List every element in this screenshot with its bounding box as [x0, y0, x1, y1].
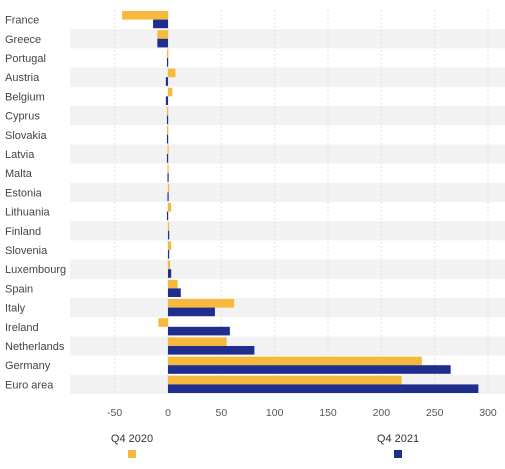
- bar-latvia-q4-2020: [167, 145, 169, 154]
- bar-spain-q4-2020: [168, 279, 178, 289]
- bar-lithuania-q4-2021: [166, 211, 169, 221]
- x-tick-label-200: 200: [373, 407, 391, 419]
- bar-estonia-q4-2020: [168, 183, 170, 193]
- bar-latvia-q4-2021: [166, 154, 169, 163]
- bar-cyprus-q4-2021: [166, 115, 169, 125]
- category-labels: France Greece Portugal Austria Belgium Cyprus…: [5, 15, 66, 392]
- bar-slovakia-q4-2021: [166, 134, 169, 144]
- category-label-germany: Germany: [5, 360, 51, 372]
- bar-slovenia-q4-2020: [168, 241, 172, 250]
- bar-germany-q4-2021: [168, 365, 451, 374]
- row-bands: [70, 29, 505, 394]
- bar-slovakia-q4-2020: [166, 126, 169, 135]
- bar-greece-q4-2021: [157, 38, 168, 48]
- row-band: [70, 336, 505, 356]
- category-label-netherlands: Netherlands: [5, 341, 65, 353]
- legend-label-q4-2021: Q4 2021: [377, 433, 419, 445]
- category-label-austria: Austria: [5, 72, 40, 84]
- row-band: [70, 259, 505, 279]
- x-tick-label-50: -50: [107, 407, 122, 419]
- category-label-finland: Finland: [5, 226, 41, 238]
- bar-austria-q4-2021: [165, 77, 168, 86]
- bar-malta-q4-2021: [167, 173, 169, 182]
- category-label-greece: Greece: [5, 34, 41, 46]
- row-band: [70, 182, 505, 202]
- row-band: [70, 221, 505, 241]
- row-band: [70, 67, 505, 87]
- bar-lithuania-q4-2020: [168, 203, 172, 212]
- bar-luxembourg-q4-2020: [168, 260, 171, 270]
- bar-luxembourg-q4-2021: [168, 269, 172, 278]
- category-label-belgium: Belgium: [5, 91, 45, 103]
- x-tick-label-300: 300: [479, 407, 497, 419]
- bars: [122, 11, 479, 393]
- row-band: [70, 144, 505, 164]
- x-axis-tick-labels: -50 0 50 100 150 200 250 300: [107, 407, 497, 419]
- category-label-spain: Spain: [5, 283, 33, 295]
- x-tick-label-250: 250: [426, 407, 444, 419]
- bar-euro-area-q4-2021: [168, 384, 479, 393]
- bar-belgium-q4-2021: [165, 96, 168, 105]
- bar-austria-q4-2020: [168, 68, 176, 78]
- category-label-malta: Malta: [5, 168, 33, 180]
- bar-portugal-q4-2020: [166, 49, 169, 58]
- category-label-ireland: Ireland: [5, 322, 39, 334]
- x-tick-label-150: 150: [319, 407, 337, 419]
- legend-swatch-q4-2020: [128, 450, 136, 458]
- bar-estonia-q4-2021: [167, 192, 169, 201]
- category-label-slovenia: Slovenia: [5, 245, 48, 257]
- legend-swatch-q4-2021: [394, 450, 402, 458]
- bar-france-q4-2021: [153, 19, 168, 29]
- legend-label-q4-2020: Q4 2020: [111, 433, 153, 445]
- category-label-italy: Italy: [5, 303, 26, 315]
- bar-portugal-q4-2021: [166, 58, 169, 67]
- bar-belgium-q4-2020: [168, 87, 173, 97]
- bar-greece-q4-2020: [157, 30, 168, 39]
- legend: Q4 2020 Q4 2021: [111, 433, 419, 458]
- category-label-lithuania: Lithuania: [5, 207, 51, 219]
- bar-germany-q4-2020: [168, 356, 422, 366]
- bar-france-q4-2020: [122, 11, 168, 20]
- bar-finland-q4-2021: [168, 230, 170, 240]
- category-label-luxembourg: Luxembourg: [5, 264, 66, 276]
- bar-spain-q4-2021: [168, 288, 181, 297]
- bar-ireland-q4-2020: [158, 318, 168, 327]
- category-label-estonia: Estonia: [5, 187, 43, 199]
- bar-cyprus-q4-2020: [166, 107, 169, 116]
- bar-euro-area-q4-2020: [168, 375, 402, 385]
- category-label-euro-area: Euro area: [5, 379, 54, 391]
- bar-finland-q4-2020: [168, 222, 170, 231]
- bar-ireland-q4-2021: [168, 326, 230, 336]
- bar-italy-q4-2021: [168, 307, 215, 317]
- category-label-portugal: Portugal: [5, 53, 46, 65]
- x-tick-label-0: 0: [165, 407, 171, 419]
- category-label-cyprus: Cyprus: [5, 111, 40, 123]
- bar-slovenia-q4-2021: [168, 250, 170, 259]
- row-band: [70, 29, 505, 49]
- bar-netherlands-q4-2021: [168, 346, 255, 355]
- bar-italy-q4-2020: [168, 299, 235, 308]
- bar-netherlands-q4-2020: [168, 337, 227, 346]
- category-label-slovakia: Slovakia: [5, 130, 47, 142]
- bar-malta-q4-2020: [167, 164, 169, 174]
- category-label-latvia: Latvia: [5, 149, 35, 161]
- x-tick-label-100: 100: [266, 407, 284, 419]
- row-band: [70, 106, 505, 126]
- category-label-france: France: [5, 15, 39, 27]
- row-band: [70, 298, 505, 318]
- x-tick-label-50: 50: [215, 407, 227, 419]
